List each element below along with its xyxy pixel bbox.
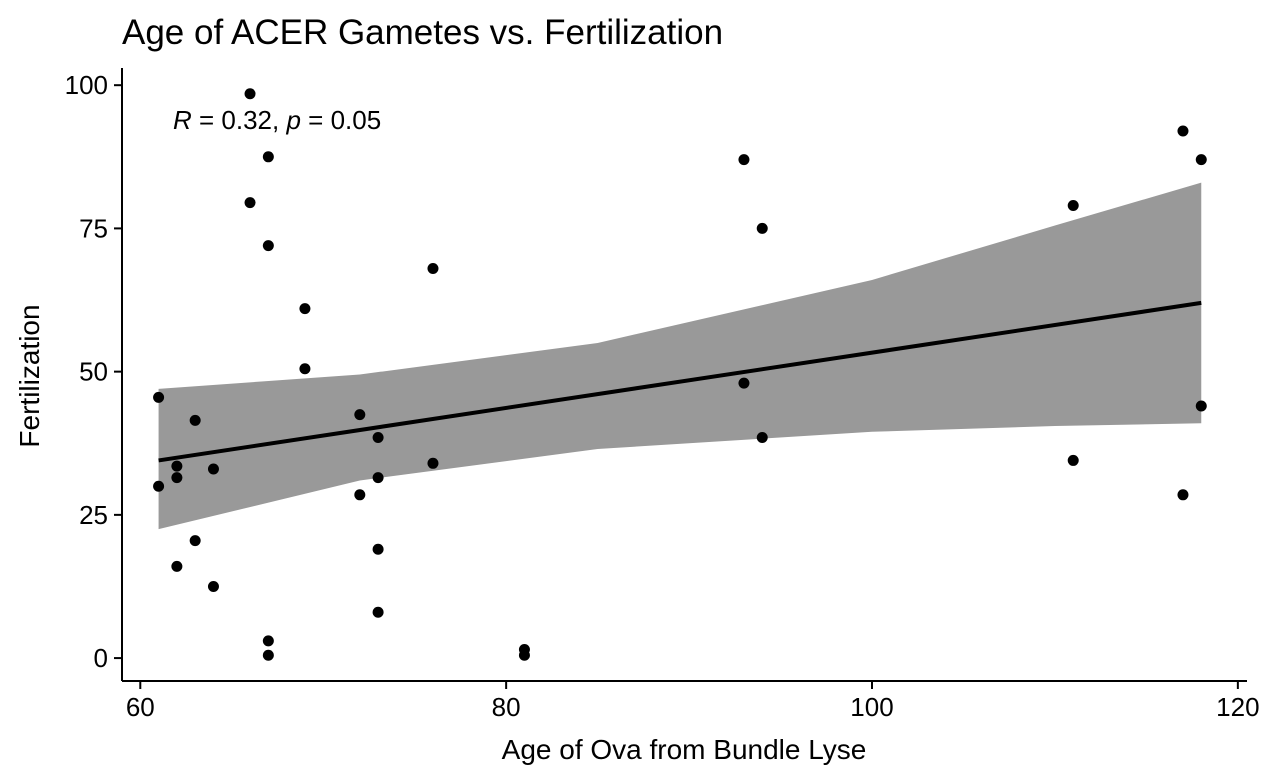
- y-tick-label: 25: [79, 500, 108, 530]
- data-point: [354, 409, 366, 421]
- y-tick-label: 0: [94, 643, 108, 673]
- data-point: [153, 391, 165, 403]
- data-point: [262, 649, 274, 661]
- data-point: [244, 197, 256, 209]
- y-tick-label: 100: [65, 70, 108, 100]
- data-point: [1195, 400, 1207, 412]
- data-point: [738, 377, 750, 389]
- data-point: [189, 535, 201, 547]
- y-tick-label: 75: [79, 213, 108, 243]
- data-point: [427, 457, 439, 469]
- data-point: [171, 560, 183, 572]
- data-point: [1067, 454, 1079, 466]
- correlation-annotation: R = 0.32, p = 0.05: [173, 105, 381, 135]
- data-point: [372, 432, 384, 444]
- p-value: = 0.05: [301, 105, 381, 135]
- data-point: [1177, 125, 1189, 137]
- data-point: [171, 460, 183, 472]
- confidence-band: [158, 182, 1202, 530]
- data-point: [299, 303, 311, 315]
- x-tick-label: 120: [1216, 692, 1259, 722]
- confidence-band-layer: [158, 182, 1202, 530]
- data-point: [756, 222, 768, 234]
- p-symbol: p: [285, 105, 300, 135]
- points-layer: [153, 88, 1207, 661]
- fit-line-layer: [158, 300, 1202, 463]
- y-axis-title: Fertilization: [14, 304, 45, 447]
- x-axis-title: Age of Ova from Bundle Lyse: [502, 734, 867, 765]
- data-point: [1195, 154, 1207, 166]
- y-tick-label: 50: [79, 357, 108, 387]
- data-point: [171, 472, 183, 484]
- data-point: [189, 414, 201, 426]
- r-value: = 0.32,: [192, 105, 287, 135]
- data-point: [1177, 489, 1189, 501]
- x-tick-label: 60: [126, 692, 155, 722]
- axes-layer: 60 80 100 120 0 25 50 75 100: [65, 68, 1260, 722]
- data-point: [153, 480, 165, 492]
- data-point: [518, 649, 530, 661]
- data-point: [207, 580, 219, 592]
- data-point: [1067, 199, 1079, 211]
- data-point: [299, 363, 311, 375]
- data-point: [372, 606, 384, 618]
- data-point: [427, 263, 439, 275]
- data-point: [756, 432, 768, 444]
- data-point: [262, 151, 274, 163]
- regression-line: [158, 300, 1202, 463]
- data-point: [372, 472, 384, 484]
- data-point: [738, 154, 750, 166]
- x-tick-label: 80: [492, 692, 521, 722]
- x-tick-label: 100: [850, 692, 893, 722]
- data-point: [262, 240, 274, 252]
- data-point: [244, 88, 256, 100]
- data-point: [372, 543, 384, 555]
- data-point: [354, 489, 366, 501]
- data-point: [207, 463, 219, 475]
- chart-title: Age of ACER Gametes vs. Fertilization: [122, 13, 723, 52]
- r-symbol: R: [173, 105, 192, 135]
- data-point: [262, 635, 274, 647]
